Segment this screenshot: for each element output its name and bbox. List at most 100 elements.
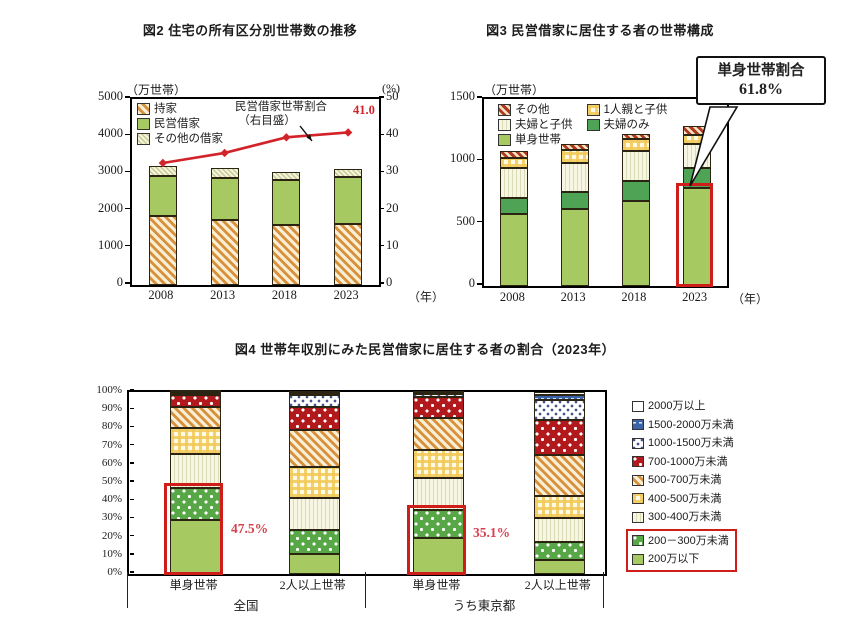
fig4-xlabel-0: 単身世帯 bbox=[169, 578, 218, 592]
legend-label: 1人親と子供 bbox=[603, 104, 668, 116]
bar-fig3-2 bbox=[621, 99, 650, 286]
bar-segment-夫婦と子供 bbox=[682, 143, 711, 168]
legend-item-民営借家: 民営借家 bbox=[137, 117, 223, 131]
bar-segment-夫婦と子供 bbox=[561, 162, 590, 192]
fig2-ytickmark-right bbox=[379, 245, 384, 247]
callout-label: 単身世帯割合 bbox=[717, 63, 805, 79]
fig2-ytick-left-0: 0 bbox=[116, 275, 123, 289]
legend-swatch-単身世帯 bbox=[498, 134, 511, 146]
legend-swatch-2000万以上 bbox=[632, 400, 644, 412]
bar-segment-夫婦のみ bbox=[561, 191, 590, 210]
legend-item-1500-2000万未満: 1500-2000万未満 bbox=[632, 418, 737, 432]
fig2-ytick-right-50: 50 bbox=[386, 89, 399, 103]
bar-fig4-1 bbox=[289, 390, 341, 574]
fig3-ytick-0: 0 bbox=[468, 276, 475, 290]
bar-segment-200万以下 bbox=[534, 560, 586, 574]
legend-item-400-500万未満: 400-500万未満 bbox=[632, 492, 737, 506]
fig4-ytick-60: 60% bbox=[101, 456, 122, 469]
bar-segment-200－300万未満 bbox=[534, 542, 586, 561]
fig4-ytickmark bbox=[129, 480, 134, 482]
bar-segment-単身世帯 bbox=[621, 201, 650, 286]
fig3-xlabel-2013: 2013 bbox=[560, 290, 586, 304]
fig4-ytick-100: 100% bbox=[96, 384, 122, 396]
legend-item-その他: その他 bbox=[498, 103, 573, 117]
fig2-ytickmark-left bbox=[125, 96, 130, 98]
fig2-ytickmark-left bbox=[125, 133, 130, 135]
legend-item-単身世帯: 単身世帯 bbox=[498, 133, 573, 147]
legend-item-300-400万未満: 300-400万未満 bbox=[632, 510, 737, 524]
bar-segment-その他の借家 bbox=[334, 168, 363, 178]
fig2-ytickmark-right bbox=[379, 96, 384, 98]
fig2-ytickmark-left bbox=[125, 170, 130, 173]
bar-fig2-0 bbox=[148, 99, 177, 285]
fig3-ytick-500: 500 bbox=[456, 213, 475, 228]
fig2-line-end-value: 41.0 bbox=[353, 103, 375, 117]
fig2-title: 図2 住宅の所有区分別世帯数の推移 bbox=[142, 23, 358, 38]
bar-segment-持家 bbox=[148, 216, 177, 285]
annotation-tokyo-single: 35.1% bbox=[473, 525, 511, 540]
legend-swatch-500-700万未満 bbox=[632, 474, 644, 486]
fig3-ytickmark bbox=[477, 158, 482, 161]
bar-segment-単身世帯 bbox=[682, 187, 711, 286]
axis-divider-left bbox=[127, 572, 129, 608]
fig2-y-right-unit: (%) bbox=[382, 81, 400, 95]
fig3-xlabel-2018: 2018 bbox=[621, 290, 647, 304]
bar-segment-300-400万未満 bbox=[534, 517, 586, 543]
bar-segment-その他の借家 bbox=[210, 168, 239, 179]
legend-swatch-夫婦のみ bbox=[586, 119, 600, 131]
fig3-ytickmark bbox=[477, 283, 482, 285]
bar-segment-400-500万未満 bbox=[170, 428, 222, 454]
fig4-ytickmark bbox=[129, 571, 134, 573]
bar-segment-500-700万未満 bbox=[412, 418, 464, 451]
fig4-xlabel-2: 単身世帯 bbox=[412, 578, 461, 592]
fig4-ytick-40: 40% bbox=[101, 493, 122, 506]
legend-item-1人親と子供: 1人親と子供 bbox=[586, 103, 668, 117]
fig4-title: 図4 世帯年収別にみた民営借家に居住する者の割合（2023年） bbox=[234, 342, 616, 357]
bar-segment-その他 bbox=[621, 133, 650, 139]
fig4-ytick-20: 20% bbox=[101, 529, 122, 542]
fig2-ytick-left-5000: 5000 bbox=[98, 89, 123, 103]
fig4-ytick-0: 0% bbox=[107, 566, 122, 578]
bar-segment-1人親と子供 bbox=[500, 158, 529, 169]
bar-segment-1000-1500万未満 bbox=[412, 393, 464, 398]
fig2-ytick-right-40: 40 bbox=[386, 126, 399, 141]
fig3-highlight-box bbox=[676, 182, 714, 288]
legend-label: 400-500万未満 bbox=[648, 492, 722, 505]
single-household-share-callout: 単身世帯割合 61.8% bbox=[696, 56, 826, 105]
fig4-ytickmark bbox=[129, 498, 134, 500]
legend-label: 500-700万未満 bbox=[648, 474, 722, 486]
legend-swatch-1000-1500万未満 bbox=[632, 437, 644, 449]
bar-segment-夫婦のみ bbox=[500, 198, 529, 215]
bar-segment-持家 bbox=[210, 219, 239, 285]
bar-segment-200－300万未満 bbox=[289, 530, 341, 554]
legend-label: 300-400万未満 bbox=[648, 511, 722, 523]
bar-segment-夫婦と子供 bbox=[500, 168, 529, 199]
legend-label: 200－300万未満 bbox=[648, 534, 729, 547]
legend-item-1000-1500万未満: 1000-1500万未満 bbox=[632, 436, 737, 450]
legend-label: 夫婦のみ bbox=[603, 119, 650, 131]
fig2-line-annotation-line2: （右目盛） bbox=[238, 115, 296, 127]
bar-segment-民営借家 bbox=[272, 179, 301, 226]
legend-label: 民営借家 bbox=[154, 118, 200, 130]
legend-swatch-700-1000万未満 bbox=[632, 456, 644, 467]
bar-segment-その他の借家 bbox=[272, 171, 301, 180]
bar-segment-1人親と子供 bbox=[682, 135, 711, 144]
fig3-household-composition: 図3 民営借家に居住する者の世帯構成 （万世帯） （年） その他 1人親と子供 夫婦… bbox=[440, 12, 860, 324]
bar-fig2-2 bbox=[272, 99, 301, 285]
legend-swatch-1500-2000万未満 bbox=[632, 419, 644, 430]
axis-divider-middle bbox=[365, 572, 367, 608]
bar-fig4-0 bbox=[170, 390, 222, 574]
axis-divider-right bbox=[603, 572, 605, 608]
legend-label: その他の借家 bbox=[154, 133, 223, 145]
bar-fig4-2 bbox=[412, 390, 464, 574]
legend-item-夫婦と子供: 夫婦と子供 bbox=[498, 118, 573, 132]
legend-swatch-夫婦と子供 bbox=[498, 119, 511, 131]
bar-segment-2000万以上 bbox=[412, 390, 464, 393]
fig2-ytick-left-3000: 3000 bbox=[98, 163, 123, 178]
bar-segment-民営借家 bbox=[334, 177, 363, 225]
bar-segment-夫婦のみ bbox=[621, 181, 650, 202]
fig2-ytick-left-1000: 1000 bbox=[98, 237, 123, 252]
bar-segment-その他 bbox=[500, 151, 529, 159]
fig4-ytickmark bbox=[129, 535, 134, 537]
legend-swatch-200－300万未満 bbox=[632, 535, 644, 546]
